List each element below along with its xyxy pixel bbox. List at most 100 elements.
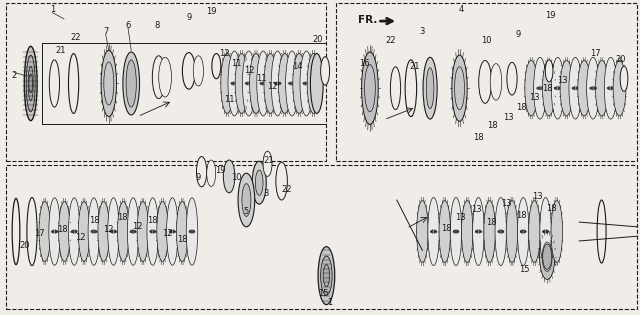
Text: 2: 2 bbox=[12, 71, 17, 80]
Ellipse shape bbox=[551, 201, 563, 262]
Text: 18: 18 bbox=[147, 216, 157, 225]
Ellipse shape bbox=[228, 51, 241, 116]
Ellipse shape bbox=[152, 56, 165, 99]
Text: 20: 20 bbox=[312, 35, 323, 44]
Ellipse shape bbox=[542, 242, 552, 272]
Ellipse shape bbox=[479, 60, 492, 103]
Text: 13: 13 bbox=[532, 192, 543, 201]
Ellipse shape bbox=[484, 201, 495, 262]
Ellipse shape bbox=[238, 173, 255, 227]
Ellipse shape bbox=[68, 198, 80, 265]
Text: 1: 1 bbox=[327, 298, 332, 307]
Ellipse shape bbox=[78, 202, 90, 261]
Ellipse shape bbox=[26, 55, 35, 112]
Text: 7: 7 bbox=[103, 27, 108, 36]
Ellipse shape bbox=[29, 74, 33, 93]
Text: 10: 10 bbox=[481, 37, 492, 45]
Ellipse shape bbox=[529, 201, 540, 262]
Ellipse shape bbox=[495, 198, 507, 266]
Ellipse shape bbox=[318, 247, 335, 305]
Ellipse shape bbox=[243, 51, 255, 116]
Ellipse shape bbox=[323, 265, 330, 287]
Ellipse shape bbox=[525, 60, 538, 116]
Ellipse shape bbox=[300, 51, 313, 116]
Ellipse shape bbox=[595, 60, 608, 116]
Ellipse shape bbox=[560, 60, 573, 116]
Ellipse shape bbox=[196, 157, 207, 187]
Ellipse shape bbox=[101, 50, 116, 117]
Ellipse shape bbox=[507, 62, 517, 95]
Ellipse shape bbox=[88, 198, 100, 265]
Text: 18: 18 bbox=[58, 226, 68, 234]
Ellipse shape bbox=[264, 54, 276, 113]
Ellipse shape bbox=[439, 201, 451, 262]
Ellipse shape bbox=[543, 60, 556, 116]
Ellipse shape bbox=[604, 57, 617, 119]
Ellipse shape bbox=[461, 201, 473, 262]
Ellipse shape bbox=[452, 55, 467, 121]
Ellipse shape bbox=[250, 54, 262, 113]
Text: 9: 9 bbox=[186, 13, 191, 22]
Ellipse shape bbox=[423, 57, 437, 119]
Text: 8: 8 bbox=[154, 21, 159, 30]
Text: 16: 16 bbox=[360, 59, 370, 67]
Ellipse shape bbox=[159, 57, 172, 97]
Text: 13: 13 bbox=[472, 205, 482, 214]
Text: 21: 21 bbox=[410, 62, 420, 71]
Text: 12: 12 bbox=[163, 229, 173, 238]
Ellipse shape bbox=[321, 256, 332, 295]
Text: 14: 14 bbox=[292, 62, 303, 71]
Text: 18: 18 bbox=[474, 133, 484, 141]
Text: 12: 12 bbox=[132, 222, 143, 231]
Text: 12: 12 bbox=[267, 82, 277, 91]
Ellipse shape bbox=[518, 198, 529, 266]
Text: 1: 1 bbox=[50, 5, 55, 14]
Text: 11: 11 bbox=[224, 95, 234, 104]
Text: 11: 11 bbox=[256, 74, 266, 83]
Ellipse shape bbox=[242, 184, 251, 216]
Ellipse shape bbox=[293, 54, 306, 113]
Text: 13: 13 bbox=[557, 76, 567, 85]
Text: FR.: FR. bbox=[358, 15, 378, 26]
Ellipse shape bbox=[307, 54, 320, 113]
Ellipse shape bbox=[236, 54, 248, 113]
Ellipse shape bbox=[39, 202, 51, 261]
Text: 20: 20 bbox=[616, 55, 626, 64]
Ellipse shape bbox=[428, 198, 440, 266]
Ellipse shape bbox=[118, 202, 129, 261]
Text: 18: 18 bbox=[516, 103, 527, 112]
Text: 3: 3 bbox=[420, 27, 425, 36]
Ellipse shape bbox=[405, 60, 417, 117]
Text: 21: 21 bbox=[56, 46, 66, 55]
Ellipse shape bbox=[362, 52, 378, 124]
Text: 6: 6 bbox=[125, 21, 131, 30]
Ellipse shape bbox=[257, 51, 269, 116]
Ellipse shape bbox=[49, 60, 60, 107]
Ellipse shape bbox=[540, 234, 555, 279]
Ellipse shape bbox=[473, 198, 484, 266]
Ellipse shape bbox=[223, 160, 235, 193]
Text: 18: 18 bbox=[542, 84, 552, 93]
Text: 17: 17 bbox=[590, 49, 600, 58]
Ellipse shape bbox=[27, 198, 37, 266]
Ellipse shape bbox=[49, 198, 60, 265]
Ellipse shape bbox=[543, 244, 552, 269]
Bar bbox=[6, 3, 326, 161]
Ellipse shape bbox=[451, 198, 462, 266]
Ellipse shape bbox=[540, 198, 552, 266]
Ellipse shape bbox=[534, 57, 547, 119]
Ellipse shape bbox=[12, 198, 20, 265]
Bar bbox=[6, 165, 637, 309]
Ellipse shape bbox=[98, 202, 109, 261]
Ellipse shape bbox=[569, 57, 582, 119]
Ellipse shape bbox=[490, 64, 502, 100]
Text: 19: 19 bbox=[545, 11, 556, 20]
Text: 20: 20 bbox=[19, 241, 29, 250]
Text: 19: 19 bbox=[206, 7, 216, 15]
Text: 13: 13 bbox=[456, 213, 466, 222]
Ellipse shape bbox=[212, 54, 221, 79]
Text: 13: 13 bbox=[504, 113, 514, 122]
Ellipse shape bbox=[613, 60, 626, 116]
Ellipse shape bbox=[506, 201, 518, 262]
Ellipse shape bbox=[104, 62, 114, 105]
